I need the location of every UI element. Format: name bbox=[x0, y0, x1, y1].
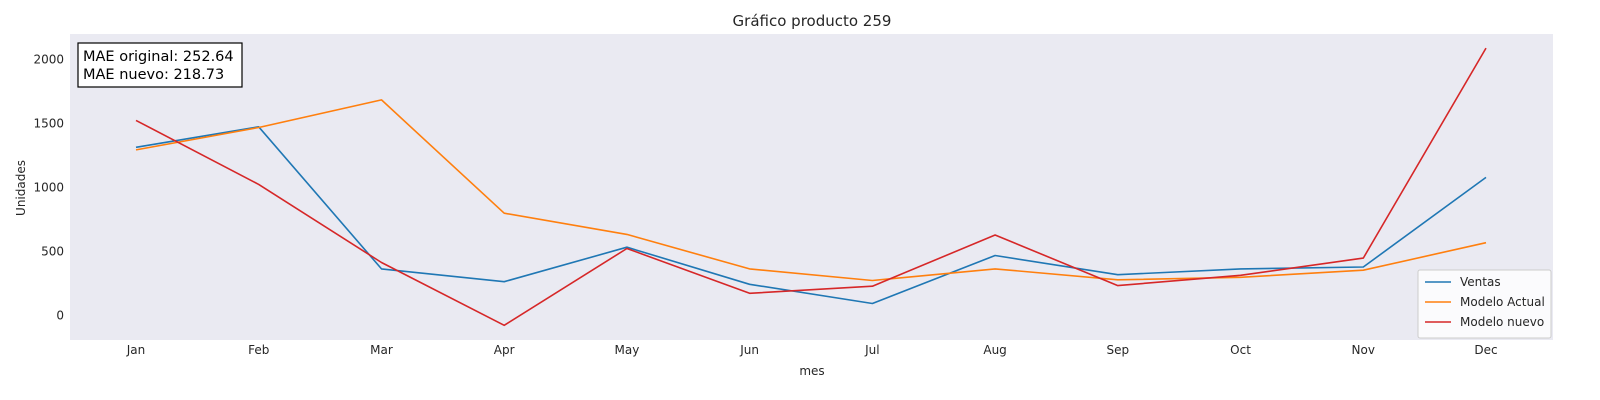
x-axis: Jan Feb Mar Apr May Jun Jul Aug Sep Oct Nov Dec bbox=[126, 343, 1498, 357]
series-line-modelo-nuevo bbox=[135, 47, 1487, 327]
chart-title: Gráfico producto 259 bbox=[733, 12, 892, 30]
series-lines bbox=[135, 47, 1487, 327]
y-axis: 0 500 1000 1500 2000 bbox=[33, 53, 64, 323]
legend: Ventas Modelo Actual Modelo nuevo bbox=[1417, 269, 1552, 339]
y-tick-label: 1500 bbox=[33, 117, 64, 131]
legend-box bbox=[1417, 269, 1552, 339]
x-tick-label: Feb bbox=[248, 343, 269, 357]
y-tick-label: 0 bbox=[56, 309, 64, 323]
y-tick-label: 1000 bbox=[33, 181, 64, 195]
x-tick-label: Jun bbox=[739, 343, 759, 357]
y-tick-label: 500 bbox=[41, 245, 64, 259]
mae-annotation-box: MAE original: 252.64 MAE nuevo: 218.73 bbox=[77, 42, 243, 88]
series-line-modelo-actual bbox=[135, 99, 1487, 282]
annotation-box bbox=[77, 42, 243, 88]
x-axis-label: mes bbox=[799, 364, 824, 378]
x-tick-label: Oct bbox=[1230, 343, 1251, 357]
y-axis-label: Unidades bbox=[14, 160, 28, 216]
legend-label: Modelo nuevo bbox=[1460, 315, 1544, 329]
x-tick-label: May bbox=[615, 343, 640, 357]
x-tick-label: Sep bbox=[1107, 343, 1130, 357]
x-tick-label: Jul bbox=[864, 343, 879, 357]
x-tick-label: Jan bbox=[126, 343, 146, 357]
x-tick-label: Dec bbox=[1474, 343, 1497, 357]
x-tick-label: Mar bbox=[370, 343, 393, 357]
legend-label: Modelo Actual bbox=[1460, 295, 1545, 309]
x-tick-label: Aug bbox=[983, 343, 1006, 357]
legend-label: Ventas bbox=[1460, 275, 1501, 289]
mae-nuevo-text: MAE nuevo: 218.73 bbox=[83, 67, 224, 83]
series-line-ventas bbox=[135, 126, 1487, 305]
x-tick-label: Apr bbox=[494, 343, 515, 357]
mae-original-text: MAE original: 252.64 bbox=[83, 49, 234, 65]
x-tick-label: Nov bbox=[1352, 343, 1375, 357]
y-tick-label: 2000 bbox=[33, 53, 64, 67]
